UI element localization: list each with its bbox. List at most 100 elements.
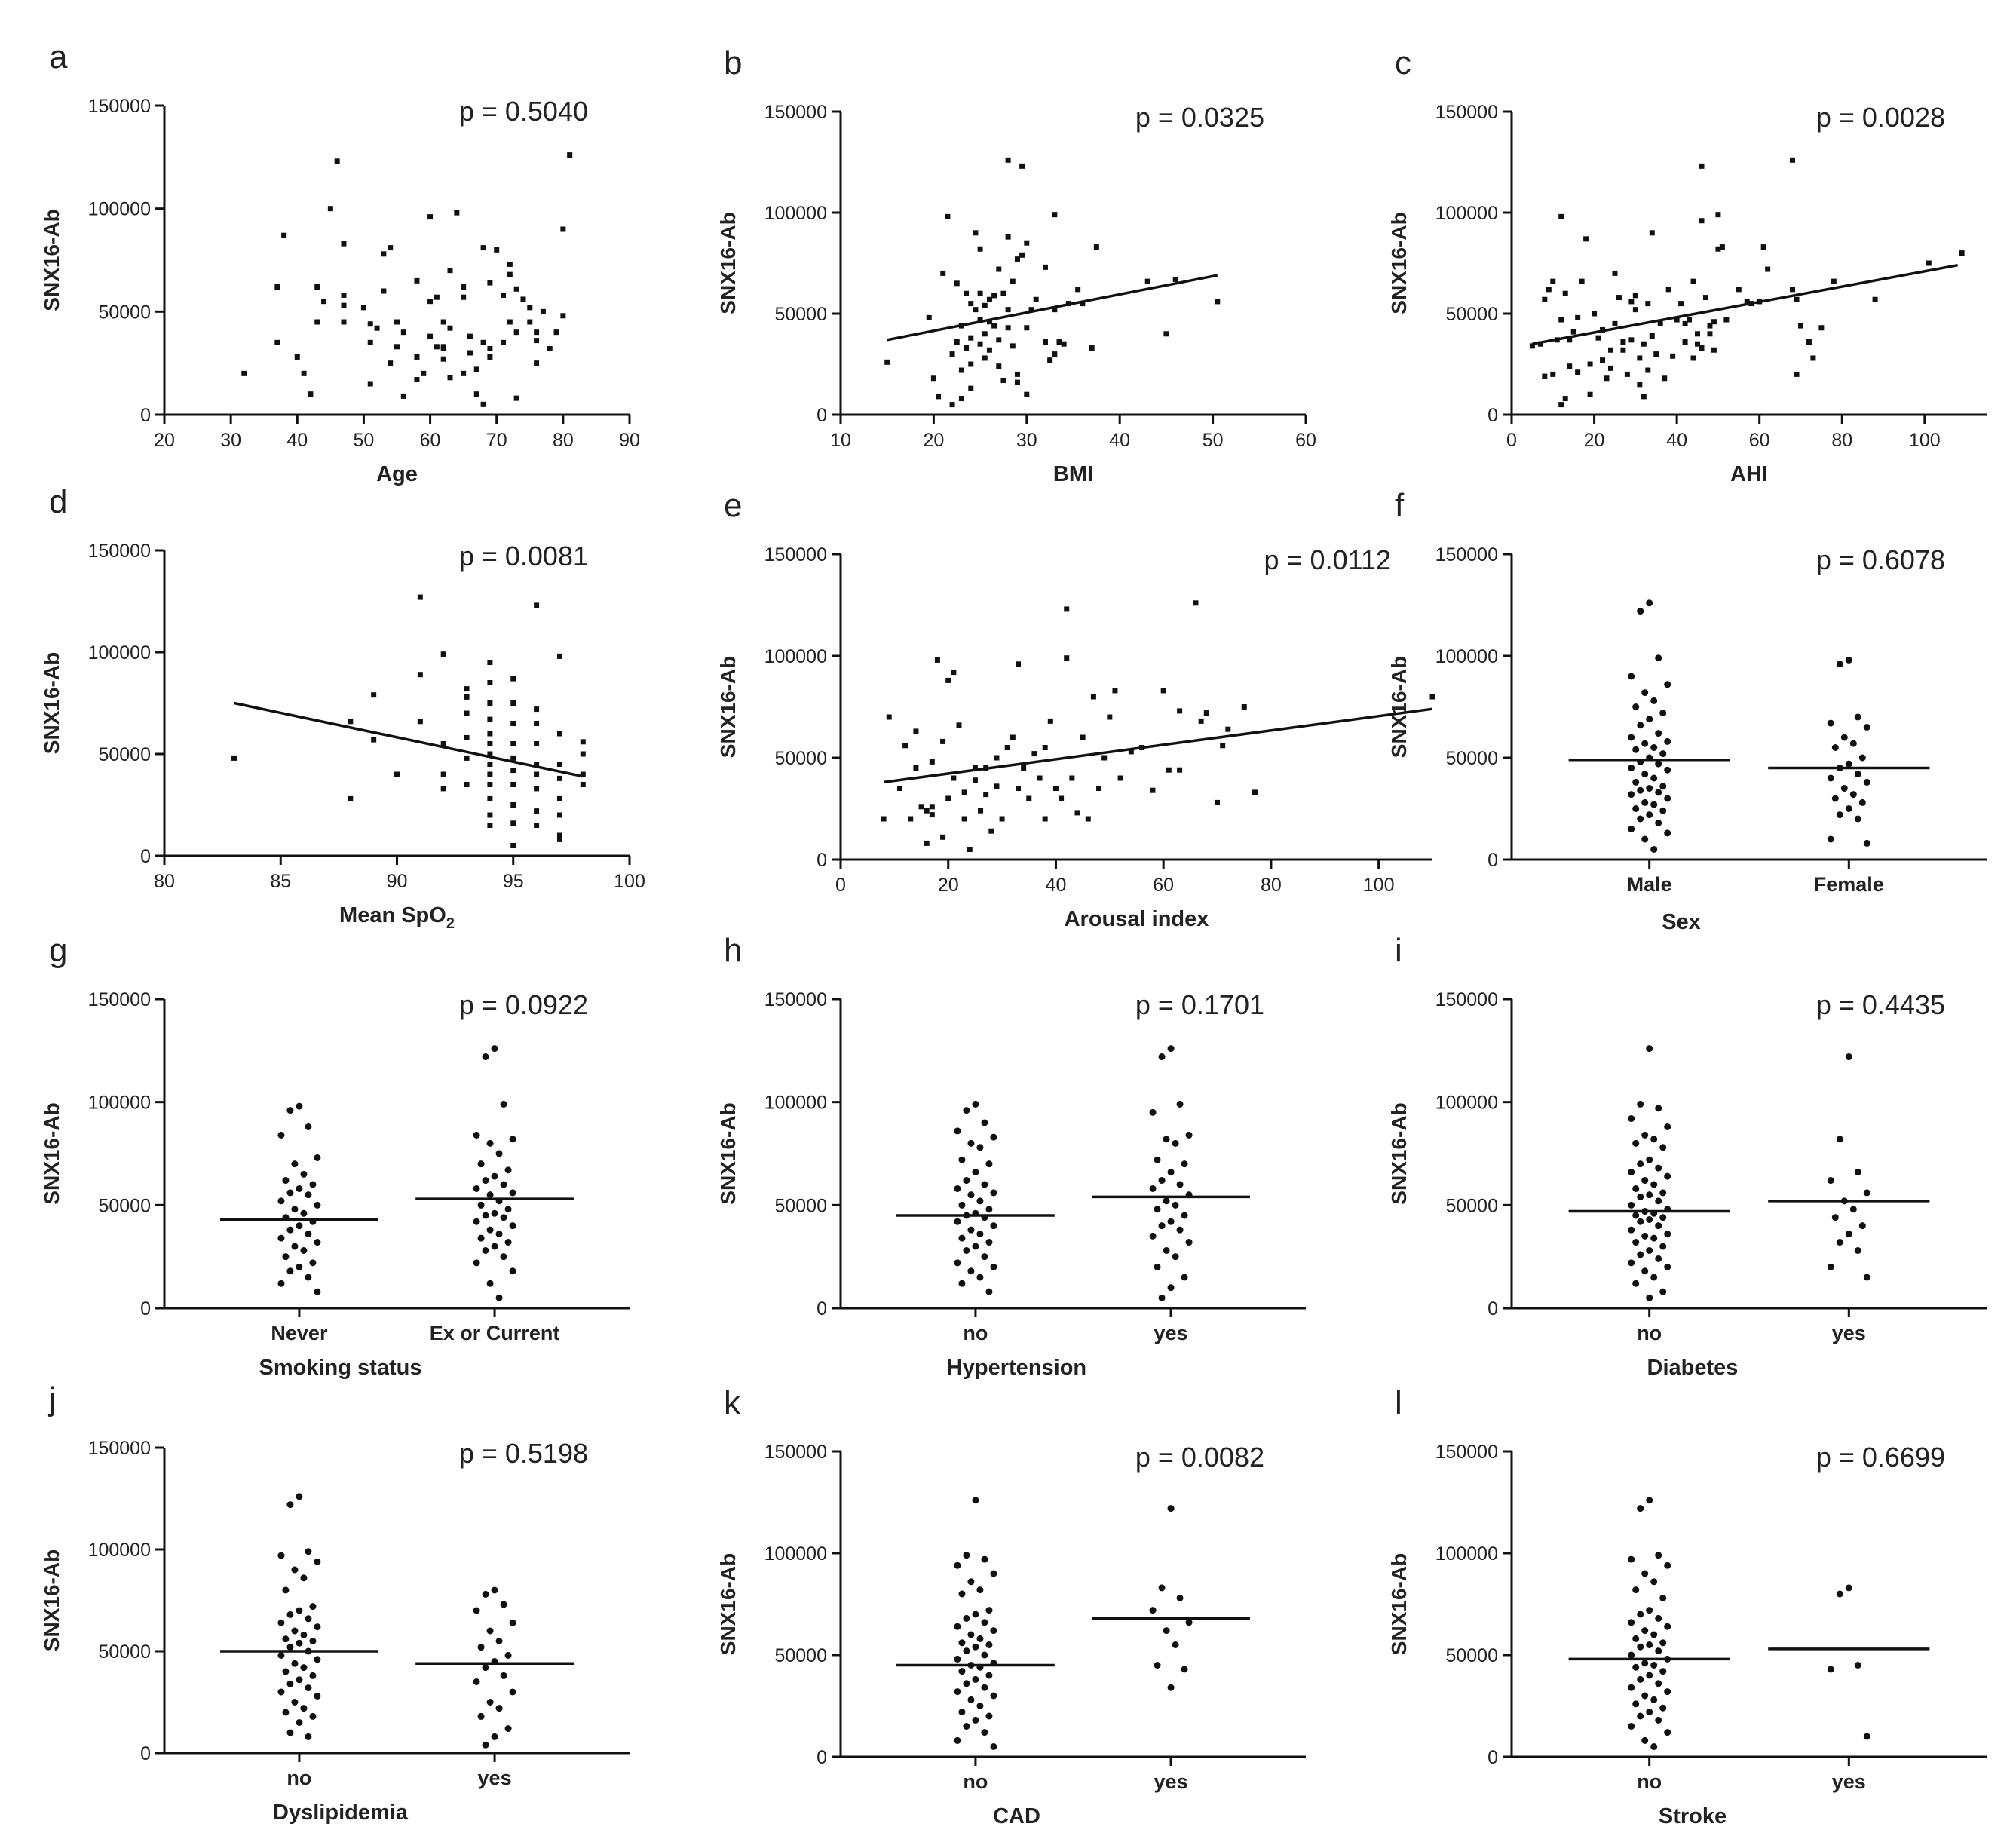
data-point (580, 751, 586, 757)
x-tick-label: 40 (286, 430, 308, 451)
data-point (487, 280, 493, 286)
data-point (1570, 329, 1576, 335)
data-point (972, 1169, 979, 1176)
data-point (1042, 264, 1048, 270)
data-point (1052, 786, 1059, 791)
data-point (958, 396, 964, 402)
data-point (1806, 339, 1812, 345)
data-point (1664, 737, 1671, 745)
data-point (968, 301, 974, 307)
data-point (976, 1586, 984, 1594)
data-point (1090, 694, 1096, 700)
data-point (440, 651, 446, 657)
data-point (990, 1133, 997, 1141)
data-point (1836, 1590, 1843, 1598)
data-point (1845, 656, 1852, 664)
x-tick-label: 100 (614, 871, 645, 892)
y-tick-label: 150000 (1435, 102, 1498, 123)
data-point (976, 1635, 984, 1642)
data-point (1101, 755, 1108, 761)
y-tick-label: 150000 (88, 96, 151, 117)
data-point (963, 1723, 970, 1730)
y-axis-label: SNX16-Ab (40, 209, 63, 311)
data-point (1831, 1214, 1839, 1221)
data-point (1185, 1619, 1193, 1626)
data-point (1562, 290, 1568, 296)
y-tick-label: 100000 (1435, 646, 1498, 667)
data-point (277, 1234, 285, 1242)
data-point (1690, 278, 1696, 284)
panel-letter: b (724, 44, 742, 81)
data-point (305, 1733, 312, 1740)
data-point (296, 1676, 303, 1684)
data-point (958, 1280, 966, 1287)
category-label: Never (271, 1322, 328, 1344)
data-point (1637, 722, 1644, 729)
data-point (1628, 673, 1635, 680)
data-point (1567, 363, 1573, 369)
data-point (981, 1253, 988, 1261)
data-point (556, 812, 562, 818)
data-point (1628, 1115, 1635, 1123)
data-point (1252, 789, 1258, 795)
data-point (983, 792, 989, 798)
data-point (241, 370, 247, 376)
data-point (414, 354, 420, 360)
y-tick-label: 50000 (774, 304, 827, 325)
data-point (1836, 1239, 1843, 1246)
data-point (1628, 1651, 1635, 1659)
data-point (1158, 1177, 1166, 1185)
data-point (1026, 795, 1032, 801)
data-point (1650, 744, 1658, 751)
data-point (958, 1639, 966, 1647)
data-point (913, 765, 919, 771)
data-point (958, 367, 964, 373)
data-point (1150, 787, 1156, 793)
data-point (986, 319, 992, 325)
data-point (1845, 1053, 1852, 1061)
data-point (1959, 250, 1965, 256)
data-point (1550, 278, 1556, 284)
data-point (305, 1191, 312, 1199)
data-point (520, 296, 526, 302)
data-point (487, 354, 493, 360)
panel-l: l p = 0.6699 0 50000 100000 150000 SNX16-Ab no y… (1387, 1384, 1987, 1828)
data-point (291, 1160, 299, 1168)
data-point (1650, 1696, 1658, 1703)
x-tick-label: 50 (354, 430, 375, 451)
data-point (1042, 745, 1048, 750)
data-point (1655, 1105, 1662, 1112)
data-point (1080, 734, 1086, 740)
data-point (1093, 244, 1099, 250)
data-point (1042, 816, 1048, 822)
data-point (1863, 1274, 1870, 1281)
data-point (487, 812, 493, 818)
x-tick-label: 60 (1295, 430, 1316, 451)
y-axis-label: SNX16-Ab (40, 1102, 63, 1204)
data-point (1664, 766, 1671, 774)
data-point (534, 721, 540, 726)
data-point (447, 268, 453, 274)
data-point (547, 346, 553, 352)
data-point (1010, 734, 1016, 740)
data-point (926, 314, 932, 320)
data-point (1836, 765, 1843, 771)
data-point (1154, 1156, 1161, 1163)
data-point (1628, 1201, 1635, 1209)
y-tick-label: 50000 (1445, 1195, 1498, 1216)
data-point (1172, 1253, 1179, 1261)
data-point (967, 1696, 975, 1703)
data-point (464, 755, 470, 761)
data-point (567, 152, 573, 158)
data-point (1632, 1239, 1640, 1246)
data-point (510, 676, 516, 682)
data-point (527, 319, 533, 325)
data-point (527, 305, 533, 311)
data-point (348, 719, 354, 725)
data-point (301, 370, 307, 376)
data-point (951, 775, 957, 781)
y-tick-label: 50000 (774, 1195, 827, 1216)
data-point (951, 670, 957, 676)
data-point (1659, 1243, 1667, 1250)
data-point (1154, 1662, 1161, 1669)
